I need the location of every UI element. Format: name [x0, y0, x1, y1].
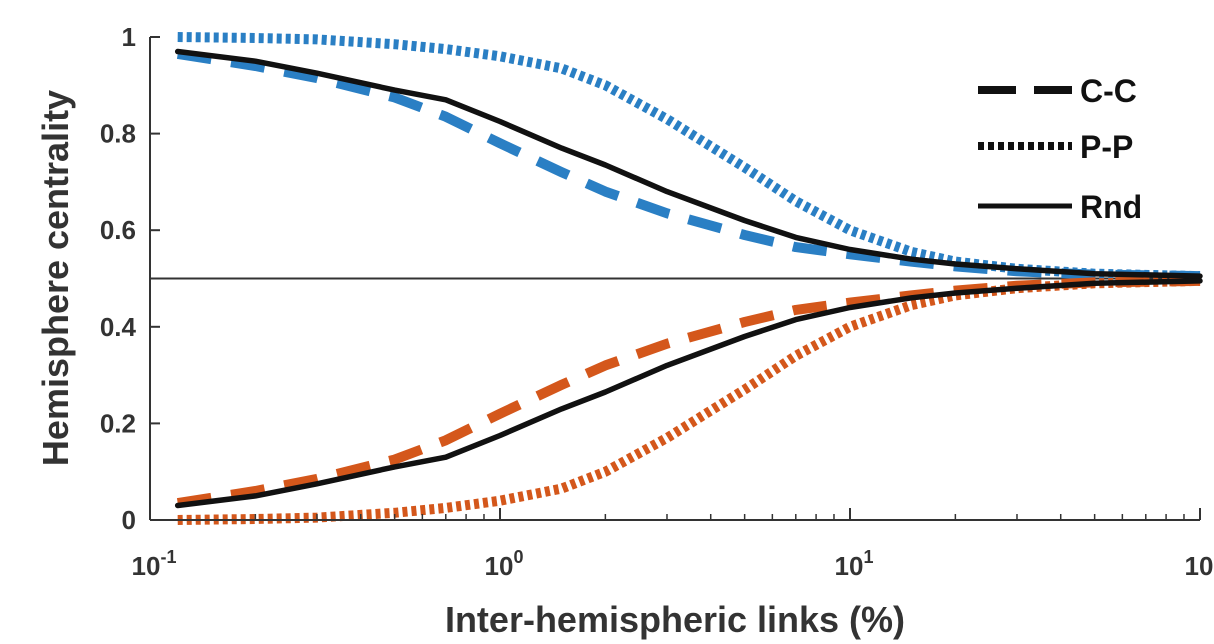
series-line-rnd-4	[174, 48, 1203, 279]
y-tick-label: 0.4	[100, 312, 137, 342]
x-tick-label: 101	[835, 547, 874, 581]
y-tick-label: 0.6	[100, 215, 136, 245]
y-tick-label: 0.2	[100, 408, 136, 438]
axes-layer: 0 0.2 0.4 0.6 0.8 1 10-1 100 101 102	[100, 22, 1214, 581]
y-tick-label: 0	[122, 505, 136, 535]
series-layer	[174, 32, 1203, 525]
series-line-c-c-1	[176, 275, 1201, 509]
series-line-rnd-5	[174, 278, 1203, 509]
y-tick-label: 1	[122, 22, 136, 52]
series-line-p-p-2	[177, 32, 1201, 282]
x-tick-label: 102	[1185, 547, 1214, 581]
legend: C-C P-P Rnd	[978, 73, 1142, 225]
legend-label-p-p: P-P	[1080, 129, 1133, 165]
x-axis-title: Inter-hemispheric links (%)	[445, 599, 905, 640]
legend-label-rnd: Rnd	[1080, 189, 1142, 225]
series-line-p-p-3	[177, 275, 1201, 525]
x-tick-label: 10-1	[132, 547, 177, 581]
y-tick-label: 0.8	[100, 119, 136, 149]
legend-label-c-c: C-C	[1080, 73, 1137, 109]
x-tick-label: 100	[485, 547, 524, 581]
y-axis-title: Hemisphere centrality	[35, 90, 76, 466]
